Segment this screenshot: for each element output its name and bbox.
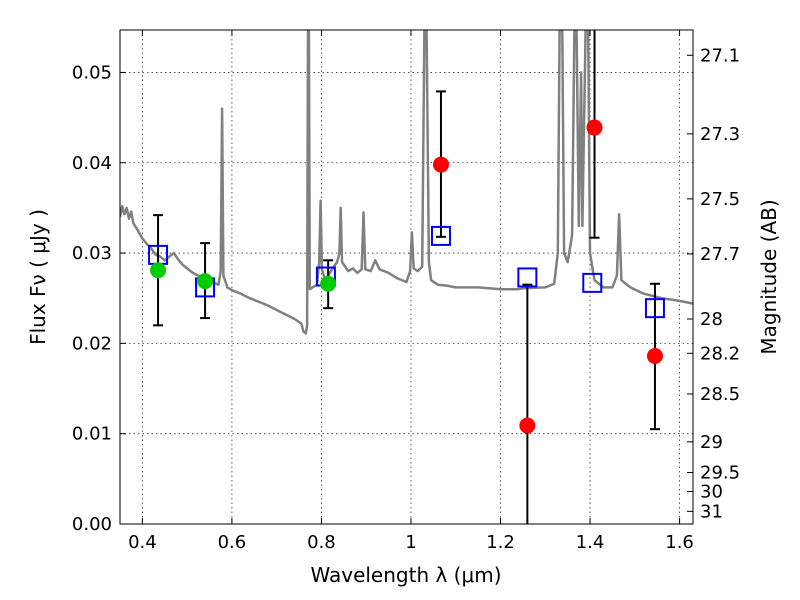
model-flux-square xyxy=(582,272,603,293)
y2-tick-label: 27.1 xyxy=(700,45,740,66)
model-flux-square xyxy=(644,298,665,319)
grid xyxy=(120,30,693,525)
model-flux-square xyxy=(517,267,538,288)
observed-flux-point xyxy=(432,156,449,173)
x-tick-label: 0.6 xyxy=(218,532,247,553)
model-flux-square xyxy=(430,225,451,246)
observed-flux-point xyxy=(320,275,337,292)
y-tick-label: 0.00 xyxy=(72,514,112,535)
y-tick-label: 0.04 xyxy=(72,153,112,174)
y-tick-label: 0.03 xyxy=(72,243,112,264)
x-tick-label: 1.4 xyxy=(576,532,605,553)
plot-clipped xyxy=(120,30,693,524)
y2-tick-label: 31 xyxy=(700,501,723,522)
x-tick-label: 1 xyxy=(405,532,416,553)
observed-flux-point xyxy=(519,417,536,434)
y2-tick-label: 28.2 xyxy=(700,343,740,364)
y2-tick-label: 27.3 xyxy=(700,124,740,145)
plot-area xyxy=(120,30,693,524)
plot-frame xyxy=(119,29,694,525)
x-tick-label: 0.8 xyxy=(307,532,336,553)
y-tick-label: 0.05 xyxy=(72,62,112,83)
observed-flux-point xyxy=(150,262,167,279)
x-axis-title: Wavelength λ (μm) xyxy=(310,563,501,587)
x-tick-label: 0.4 xyxy=(128,532,157,553)
y2-tick-label: 29 xyxy=(700,432,723,453)
y2-tick-label: 27.5 xyxy=(700,189,740,210)
x-tick-label: 1.2 xyxy=(486,532,515,553)
y2-tick-label: 28.5 xyxy=(700,384,740,405)
observed-flux-point xyxy=(646,348,663,365)
y-axis-title: Flux Fν ( μJy ) xyxy=(26,209,50,345)
observed-flux-point xyxy=(586,119,603,136)
observed-flux-point xyxy=(197,273,214,290)
y2-tick-label: 28 xyxy=(700,309,723,330)
y2-axis-title: Magnitude (AB) xyxy=(757,199,781,354)
model-spectrum-line xyxy=(120,30,693,335)
y2-tick-label: 27.7 xyxy=(700,244,740,265)
y-tick-label: 0.02 xyxy=(72,333,112,354)
ticks: 0.4 0.6 0.8 1 1.2 1.4 1.6 0.00 0.01 0.02 0.03 0.04 0… xyxy=(72,30,740,553)
y-tick-label: 0.01 xyxy=(72,424,112,445)
y2-tick-label: 30 xyxy=(700,481,723,502)
x-tick-label: 1.6 xyxy=(665,532,694,553)
y2-tick-label: 29.5 xyxy=(700,463,740,484)
